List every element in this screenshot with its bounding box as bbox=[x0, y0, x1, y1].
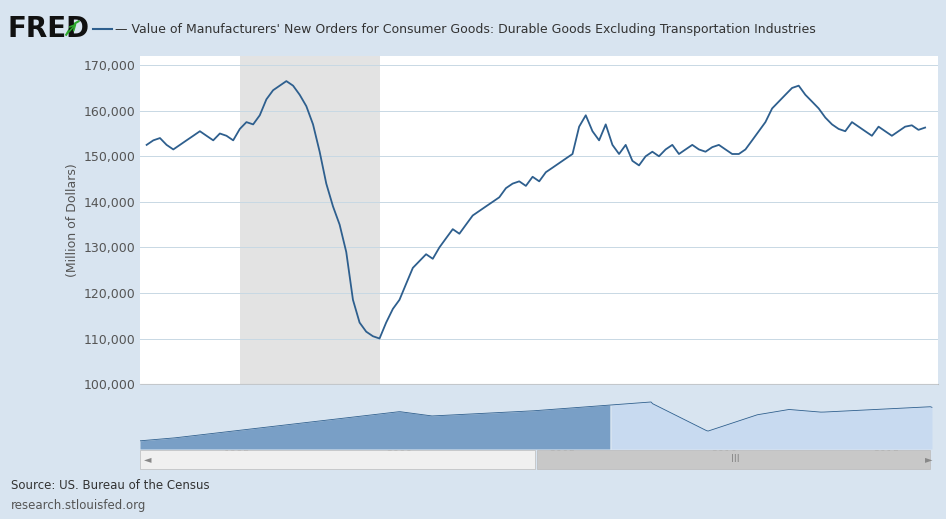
Bar bbox=[240, 56, 379, 384]
FancyBboxPatch shape bbox=[140, 450, 535, 469]
FancyBboxPatch shape bbox=[536, 450, 931, 469]
Text: III: III bbox=[730, 454, 739, 465]
Text: FRED: FRED bbox=[8, 15, 90, 43]
Text: Source: US. Bureau of the Census: Source: US. Bureau of the Census bbox=[11, 479, 210, 492]
Text: ►: ► bbox=[925, 454, 933, 465]
Text: research.stlouisfed.org: research.stlouisfed.org bbox=[11, 499, 147, 512]
Text: — Value of Manufacturers' New Orders for Consumer Goods: Durable Goods Excluding: — Value of Manufacturers' New Orders for… bbox=[115, 23, 816, 36]
Y-axis label: (Million of Dollars): (Million of Dollars) bbox=[66, 163, 79, 277]
Text: ◄: ◄ bbox=[144, 454, 151, 465]
